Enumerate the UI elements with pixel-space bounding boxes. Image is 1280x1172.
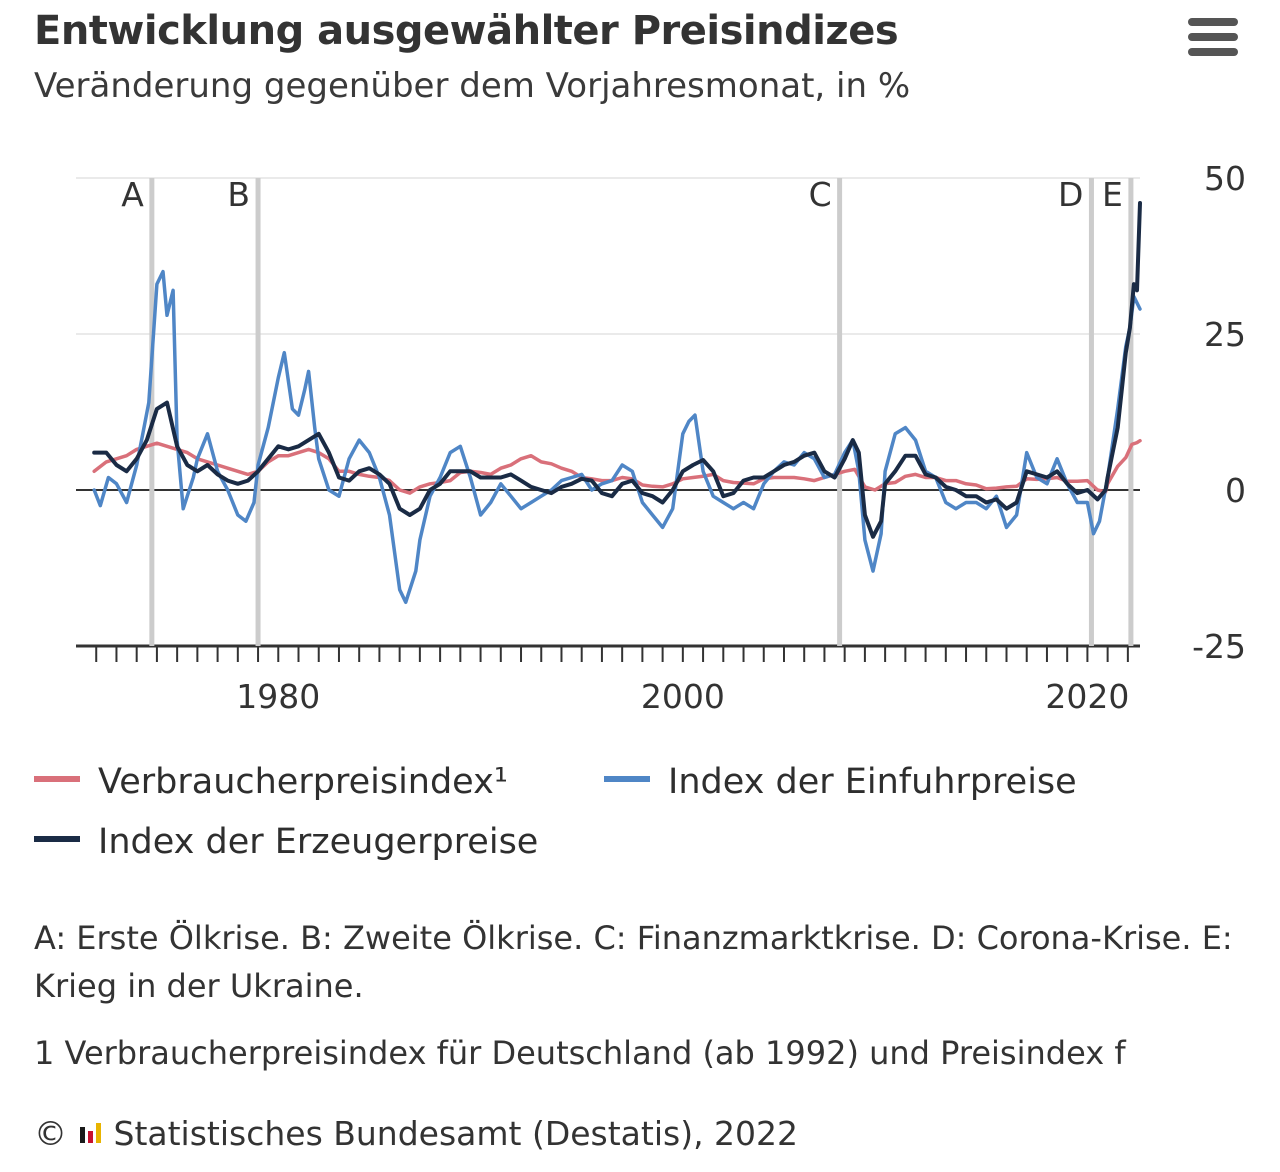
legend-swatch-vpi: [34, 776, 80, 782]
legend-item-erzeuger: Index der Erzeugerpreise: [34, 822, 538, 862]
event-notes: A: Erste Ölkrise. B: Zweite Ölkrise. C: …: [34, 919, 1233, 1005]
y-tick-label: 50: [1204, 159, 1246, 198]
x-tick-label: 1980: [236, 677, 320, 716]
hamburger-menu-icon[interactable]: [1184, 14, 1244, 60]
series-line-einfuhr: [92, 269, 1142, 605]
y-tick-label: -25: [1192, 627, 1246, 666]
page-subtitle: Veränderung gegenüber dem Vorjahresmonat…: [34, 66, 911, 106]
event-label-C: C: [809, 175, 832, 214]
page-title: Entwicklung ausgewählter Preisindizes: [34, 8, 899, 54]
footnote: 1 Verbraucherpreisindex für Deutschland …: [34, 1034, 1126, 1072]
series-line-erzeuger: [92, 201, 1142, 539]
source-text: Statistisches Bundesamt (Destatis), 2022: [113, 1114, 799, 1153]
x-tick-label: 2020: [1045, 677, 1129, 716]
event-label-B: B: [227, 175, 250, 214]
legend-label-einfuhr: Index der Einfuhrpreise: [668, 762, 1077, 802]
y-tick-label: 25: [1204, 315, 1246, 354]
legend-label-vpi: Verbraucherpreisindex¹: [98, 762, 508, 802]
legend-item-einfuhr: Index der Einfuhrpreise: [604, 762, 1077, 802]
source-line: © Statistisches Bundesamt (Destatis), 20…: [34, 1114, 798, 1153]
destatis-logo-icon: [79, 1122, 101, 1143]
event-label-E: E: [1102, 175, 1123, 214]
y-tick-label: 0: [1225, 471, 1246, 510]
legend-item-vpi: Verbraucherpreisindex¹: [34, 762, 508, 802]
legend-label-erzeuger: Index der Erzeugerpreise: [98, 822, 539, 862]
event-label-A: A: [121, 175, 144, 214]
x-tick-label: 2000: [641, 677, 725, 716]
series-line-vpi: [92, 438, 1142, 495]
price-index-chart: 50 25 0 -25 1980 2000 2020 A B C D E: [76, 159, 1246, 716]
legend-swatch-erzeuger: [34, 836, 80, 842]
event-label-D: D: [1058, 175, 1083, 214]
copyright-sign: ©: [34, 1114, 67, 1153]
chart-legend: Verbraucherpreisindex¹ Index der Einfuhr…: [34, 762, 1254, 872]
legend-swatch-einfuhr: [604, 776, 650, 782]
